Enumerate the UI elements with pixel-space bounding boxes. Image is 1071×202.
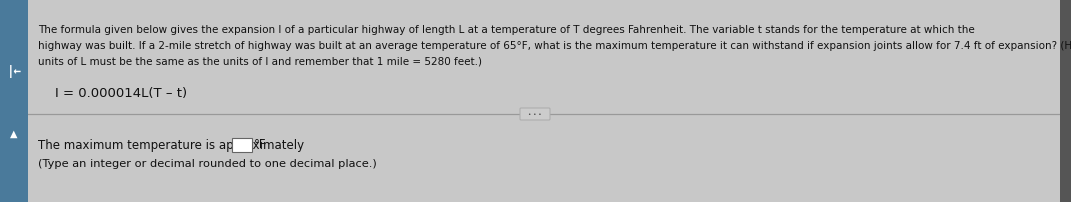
Text: (Type an integer or decimal rounded to one decimal place.): (Type an integer or decimal rounded to o… (37, 159, 377, 169)
Text: |←: |← (6, 65, 21, 79)
Bar (0, 0, 28, 202)
Text: • • •: • • • (528, 112, 542, 117)
Text: The formula given below gives the expansion I of a particular highway of length : The formula given below gives the expans… (37, 25, 975, 35)
Text: The maximum temperature is approximately: The maximum temperature is approximately (37, 139, 307, 152)
Text: °F: °F (254, 139, 266, 152)
Bar (1060, 0, 1071, 202)
Text: units of L must be the same as the units of I and remember that 1 mile = 5280 fe: units of L must be the same as the units… (37, 57, 482, 67)
FancyBboxPatch shape (521, 108, 550, 120)
Text: ▲: ▲ (11, 129, 18, 139)
FancyBboxPatch shape (231, 138, 252, 152)
Text: I = 0.000014L(T – t): I = 0.000014L(T – t) (55, 87, 187, 101)
Text: highway was built. If a 2-mile stretch of highway was built at an average temper: highway was built. If a 2-mile stretch o… (37, 41, 1071, 51)
